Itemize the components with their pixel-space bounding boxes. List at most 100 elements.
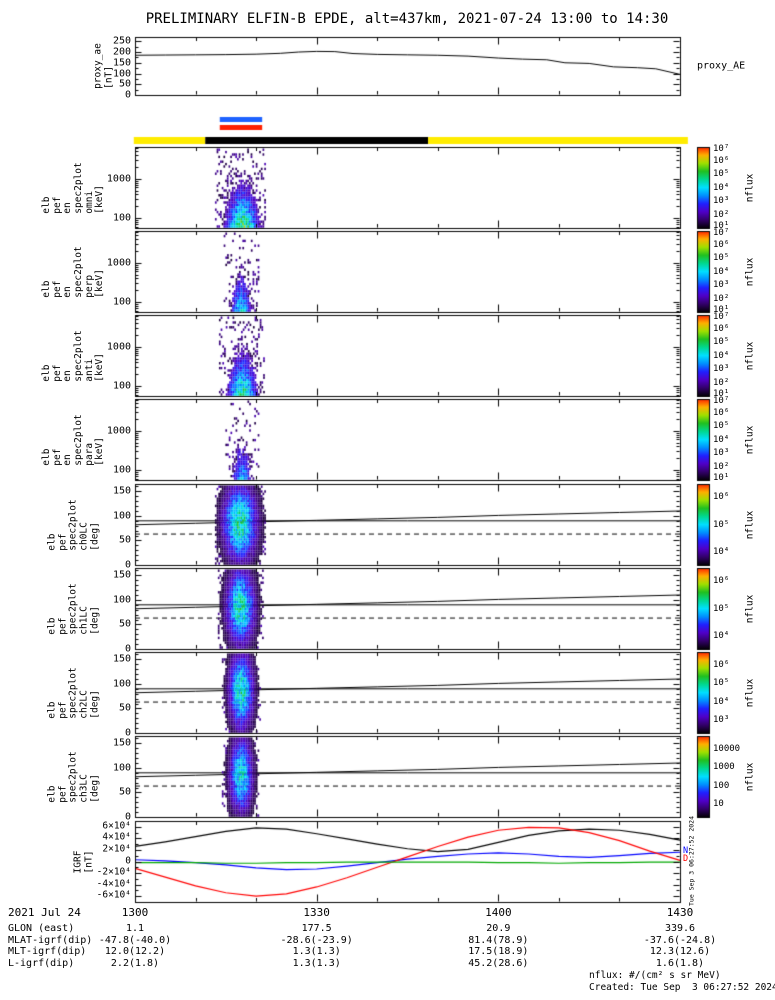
pitch-ytick-label: 150 — [112, 485, 131, 497]
igrf-ytick-label: 2×10⁴ — [102, 843, 131, 855]
colorbar-tick-label: 10⁶ — [713, 155, 730, 166]
pitch-ytick-label: 150 — [112, 737, 131, 749]
energy-panel-ylabel: elb pef en spec2plot omni [keV] — [41, 161, 106, 214]
var-row-label: L-igrf(dip) — [8, 957, 75, 969]
var-row-label: GLON (east) — [8, 923, 75, 934]
igrf-component-label: N — [683, 846, 689, 857]
pitch-panel-ylabel: elb pef spec2plot ch1LC [deg] — [46, 582, 100, 635]
var-row-value: 1.6(1.8) — [655, 957, 705, 969]
colorbar-tick-label: 10⁴ — [713, 266, 730, 277]
colorbar-tick-label: 10³ — [713, 447, 730, 458]
created-timestamp: Created: Tue Sep 3 06:27:52 2024 — [589, 982, 775, 993]
colorbar-tick-label: 10⁵ — [713, 603, 730, 614]
pitch-ytick-label: 50 — [118, 534, 131, 546]
colorbar-tick-label: 10⁶ — [713, 407, 730, 418]
var-row-value: 17.5(18.9) — [468, 946, 529, 957]
colorbar-tick-label: 1000 — [713, 762, 735, 773]
var-row-value: 1.1 — [125, 923, 145, 934]
energy-ytick-label: 1000 — [106, 257, 131, 269]
var-row-value: -28.6(-23.9) — [280, 934, 353, 946]
colorbar-tick-label: 10⁷ — [713, 311, 730, 322]
colorbar-tick-label: 10⁴ — [713, 696, 730, 707]
colorbar-tick-label: 10⁴ — [713, 546, 730, 557]
colorbar-tick-label: 10⁷ — [713, 395, 730, 406]
colorbar-tick-label: 10⁵ — [713, 519, 730, 530]
colorbar-tick-label: 10⁴ — [713, 434, 730, 445]
colorbar-tick-label: 10000 — [713, 743, 741, 754]
colorbar-tick-label: 10⁵ — [713, 252, 730, 263]
energy-panel-ylabel: elb pef en spec2plot para [keV] — [41, 413, 106, 466]
colorbar-tick-label: 10³ — [713, 714, 730, 725]
x-tick-label: 1330 — [303, 906, 330, 919]
energy-panel-ylabel: elb pef en spec2plot perp [keV] — [41, 245, 106, 298]
pitch-ytick-label: 150 — [112, 569, 131, 581]
colorbar-tick-label: 10³ — [713, 363, 730, 374]
var-row-value: 45.2(28.6) — [468, 957, 529, 969]
colorbar-title: nflux — [744, 510, 756, 539]
colorbar-title: nflux — [744, 173, 756, 202]
var-row-value: 1.3(1.3) — [292, 957, 341, 969]
energy-ytick-label: 100 — [112, 380, 131, 392]
x-tick-label: 1300 — [121, 906, 149, 919]
nflux-units-note: nflux: #/(cm² s sr MeV) — [589, 970, 721, 981]
var-row-value: -37.6(-24.8) — [643, 934, 717, 946]
igrf-ylabel: IGRF [nT] — [72, 850, 94, 873]
pitch-ytick-label: 100 — [112, 762, 131, 774]
colorbar-tick-label: 10 — [713, 798, 724, 809]
pitch-ytick-label: 100 — [112, 678, 131, 690]
pitch-ytick-label: 100 — [112, 510, 131, 522]
energy-ytick-label: 100 — [112, 296, 131, 308]
colorbar-tick-label: 10⁵ — [713, 168, 730, 179]
igrf-ytick-label: 4×10⁴ — [102, 832, 131, 844]
colorbar-tick-label: 10⁴ — [713, 350, 730, 361]
proxy-ytick-label: 200 — [112, 46, 131, 58]
colorbar-tick-label: 10⁴ — [713, 182, 730, 193]
colorbar-tick-label: 10⁵ — [713, 336, 730, 347]
pitch-ytick-label: 0 — [124, 811, 131, 823]
colorbar-tick-label: 10² — [713, 209, 730, 220]
colorbar-tick-label: 10⁶ — [713, 323, 730, 334]
proxy-ytick-label: 150 — [112, 57, 131, 69]
colorbar-tick-label: 10⁴ — [713, 630, 730, 641]
colorbar-tick-label: 10³ — [713, 279, 730, 290]
x-tick-label: 1400 — [485, 906, 512, 919]
var-row-label: MLT-igrf(dip) — [8, 946, 87, 957]
pitch-ytick-label: 50 — [118, 618, 131, 630]
colorbar-title: nflux — [744, 341, 756, 370]
pitch-ytick-label: 0 — [124, 643, 131, 655]
colorbar-tick-label: 10¹ — [713, 220, 730, 231]
igrf-ytick-label: 6×10⁴ — [102, 820, 131, 832]
proxy-ylabel: proxy_ae [nT] — [92, 43, 114, 89]
pitch-ytick-label: 100 — [112, 594, 131, 606]
colorbar-tick-label: 10⁶ — [713, 659, 730, 670]
colorbar-tick-label: 10⁵ — [713, 678, 730, 689]
pitch-panel-ylabel: elb pef spec2plot ch2LC [deg] — [46, 666, 100, 719]
colorbar-tick-label: 10⁶ — [713, 575, 730, 586]
pitch-ytick-label: 150 — [112, 653, 131, 665]
pitch-ytick-label: 50 — [118, 786, 131, 798]
colorbar-tick-label: 10⁷ — [713, 143, 730, 154]
var-row-value: 12.3(12.6) — [649, 946, 711, 957]
pitch-panel-ylabel: elb pef spec2plot ch3LC [deg] — [46, 750, 100, 803]
proxy-ytick-label: 250 — [112, 35, 131, 47]
var-row-value: 81.4(78.9) — [468, 934, 529, 946]
pitch-ytick-label: 0 — [124, 559, 131, 571]
colorbar-tick-label: 10² — [713, 377, 730, 388]
var-row-value: 1.3(1.3) — [292, 946, 341, 957]
energy-ytick-label: 1000 — [106, 425, 131, 437]
proxy-ytick-label: 50 — [118, 78, 131, 90]
proxy-ytick-label: 0 — [124, 89, 131, 101]
proxy-ytick-label: 100 — [112, 67, 131, 79]
colorbar-tick-label: 10¹ — [713, 304, 730, 315]
proxy-ae-right-label: proxy_AE — [697, 60, 746, 72]
energy-ytick-label: 100 — [112, 464, 131, 476]
var-row-value: 12.0(12.2) — [104, 946, 166, 957]
energy-ytick-label: 100 — [112, 212, 131, 224]
energy-ytick-label: 1000 — [106, 341, 131, 353]
pitch-ytick-label: 50 — [118, 702, 131, 714]
colorbar-title: nflux — [744, 257, 756, 286]
colorbar-tick-label: 10⁵ — [713, 420, 730, 431]
